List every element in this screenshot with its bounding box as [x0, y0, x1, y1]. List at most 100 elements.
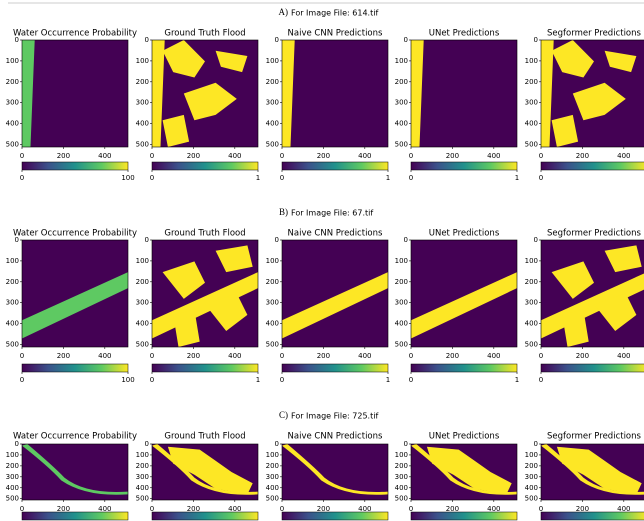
x-tick-label: 400: [617, 352, 630, 360]
y-tick-label: 400: [525, 484, 538, 492]
colorbar: [282, 512, 388, 520]
y-tick-label: 500: [136, 495, 149, 503]
y-tick-label: 0: [404, 440, 408, 448]
panel-title: UNet Predictions: [429, 229, 500, 239]
y-tick-label: 100: [525, 451, 538, 459]
image-background: [411, 40, 517, 147]
panel-title: Water Occurrence Probability: [13, 229, 137, 239]
y-tick-label: 500: [266, 140, 279, 148]
colorbar-tick-label: 0: [409, 174, 413, 182]
colorbar: [282, 364, 388, 372]
y-tick-label: 400: [136, 320, 149, 328]
y-tick-label: 400: [266, 484, 279, 492]
panel-title: Segformer Predictions: [547, 229, 641, 239]
panel-title: Segformer Predictions: [547, 29, 641, 39]
panel-title: Ground Truth Flood: [164, 432, 245, 442]
colorbar: [541, 364, 644, 372]
colorbar: [411, 162, 517, 170]
row-header: B): [279, 207, 288, 217]
y-tick-label: 500: [6, 495, 19, 503]
colorbar: [22, 162, 128, 170]
y-tick-label: 300: [525, 99, 538, 107]
y-tick-label: 400: [266, 320, 279, 328]
x-tick-label: 400: [228, 352, 241, 360]
colorbar: [152, 512, 258, 520]
colorbar-tick-label: 0: [539, 174, 543, 182]
y-tick-label: 200: [525, 462, 538, 470]
y-tick-label: 0: [15, 440, 19, 448]
y-tick-label: 200: [395, 78, 408, 86]
image-background: [282, 444, 388, 500]
x-tick-label: 200: [317, 152, 330, 160]
y-tick-label: 300: [136, 473, 149, 481]
y-tick-label: 200: [136, 462, 149, 470]
x-tick-label: 0: [539, 152, 543, 160]
y-tick-label: 500: [136, 140, 149, 148]
colorbar-tick-label: 1: [256, 174, 260, 182]
x-tick-label: 400: [487, 152, 500, 160]
colorbar: [152, 162, 258, 170]
y-tick-label: 100: [136, 257, 149, 265]
x-tick-label: 400: [358, 152, 371, 160]
row-header-title: For Image File: 67.tif: [291, 209, 373, 218]
x-tick-label: 0: [280, 152, 284, 160]
panel-title: Ground Truth Flood: [164, 29, 245, 39]
x-tick-label: 200: [446, 352, 459, 360]
y-tick-label: 200: [136, 78, 149, 86]
y-tick-label: 300: [266, 99, 279, 107]
colorbar: [411, 364, 517, 372]
y-tick-label: 500: [395, 140, 408, 148]
y-tick-label: 200: [266, 462, 279, 470]
y-tick-label: 200: [525, 278, 538, 286]
figure: A)For Image File: 614.tifWater Occurrenc…: [0, 0, 644, 521]
y-tick-label: 500: [525, 140, 538, 148]
y-tick-label: 0: [534, 440, 538, 448]
y-tick-label: 0: [15, 236, 19, 244]
y-tick-label: 100: [395, 57, 408, 65]
y-tick-label: 300: [6, 473, 19, 481]
colorbar-tick-label: 100: [121, 174, 134, 182]
x-tick-label: 200: [187, 152, 200, 160]
y-tick-label: 200: [6, 78, 19, 86]
y-tick-label: 500: [395, 340, 408, 348]
y-tick-label: 300: [6, 99, 19, 107]
colorbar: [22, 512, 128, 520]
x-tick-label: 0: [409, 352, 413, 360]
y-tick-label: 300: [395, 99, 408, 107]
y-tick-label: 0: [275, 36, 279, 44]
y-tick-label: 400: [6, 320, 19, 328]
colorbar-tick-label: 100: [121, 376, 134, 384]
x-tick-label: 0: [20, 152, 24, 160]
y-tick-label: 100: [136, 451, 149, 459]
colorbar: [152, 364, 258, 372]
panel-title: Naive CNN Predictions: [288, 432, 383, 442]
colorbar: [22, 364, 128, 372]
colorbar-tick-label: 1: [515, 376, 519, 384]
colorbar: [282, 162, 388, 170]
y-tick-label: 200: [525, 78, 538, 86]
colorbar-tick-label: 0: [20, 174, 24, 182]
colorbar-tick-label: 1: [256, 376, 260, 384]
colorbar-tick-label: 0: [20, 376, 24, 384]
colorbar-tick-label: 0: [409, 376, 413, 384]
y-tick-label: 0: [275, 236, 279, 244]
y-tick-label: 500: [525, 340, 538, 348]
x-tick-label: 0: [150, 152, 154, 160]
x-tick-label: 200: [576, 352, 589, 360]
y-tick-label: 0: [145, 236, 149, 244]
colorbar-tick-label: 1: [386, 376, 390, 384]
panel-title: Segformer Predictions: [547, 432, 641, 442]
y-tick-label: 400: [6, 484, 19, 492]
panel-title: Water Occurrence Probability: [13, 29, 137, 39]
x-tick-label: 400: [98, 152, 111, 160]
y-tick-label: 0: [534, 236, 538, 244]
x-tick-label: 0: [280, 352, 284, 360]
y-tick-label: 200: [395, 278, 408, 286]
colorbar-tick-label: 0: [280, 376, 284, 384]
panel-title: UNet Predictions: [429, 432, 500, 442]
y-tick-label: 500: [525, 495, 538, 503]
y-tick-label: 300: [266, 299, 279, 307]
y-tick-label: 0: [145, 36, 149, 44]
y-tick-label: 500: [6, 340, 19, 348]
y-tick-label: 100: [6, 57, 19, 65]
